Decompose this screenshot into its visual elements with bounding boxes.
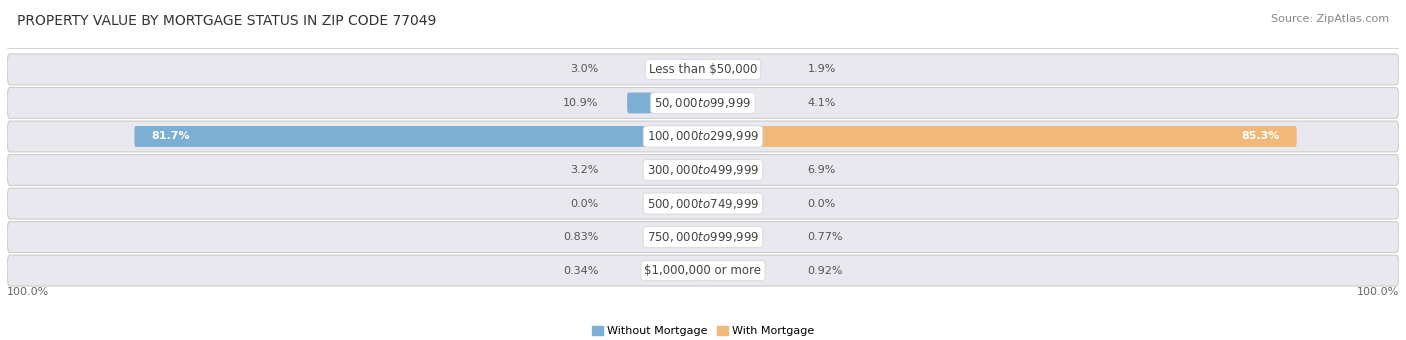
Text: 6.9%: 6.9%: [807, 165, 835, 175]
FancyBboxPatch shape: [7, 188, 1399, 219]
FancyBboxPatch shape: [703, 126, 1296, 147]
FancyBboxPatch shape: [681, 159, 703, 181]
Text: 0.0%: 0.0%: [571, 199, 599, 208]
Text: 0.92%: 0.92%: [807, 266, 842, 276]
Text: 10.9%: 10.9%: [564, 98, 599, 108]
Text: 1.9%: 1.9%: [807, 64, 835, 74]
FancyBboxPatch shape: [703, 227, 709, 248]
FancyBboxPatch shape: [700, 260, 703, 281]
FancyBboxPatch shape: [135, 126, 703, 147]
Text: PROPERTY VALUE BY MORTGAGE STATUS IN ZIP CODE 77049: PROPERTY VALUE BY MORTGAGE STATUS IN ZIP…: [17, 14, 436, 28]
Text: 0.83%: 0.83%: [564, 232, 599, 242]
Text: $500,000 to $749,999: $500,000 to $749,999: [647, 197, 759, 210]
FancyBboxPatch shape: [7, 87, 1399, 118]
Text: Less than $50,000: Less than $50,000: [648, 63, 758, 76]
Text: 81.7%: 81.7%: [152, 132, 190, 141]
FancyBboxPatch shape: [7, 255, 1399, 286]
Text: 0.34%: 0.34%: [564, 266, 599, 276]
Legend: Without Mortgage, With Mortgage: Without Mortgage, With Mortgage: [588, 322, 818, 340]
Text: $750,000 to $999,999: $750,000 to $999,999: [647, 230, 759, 244]
FancyBboxPatch shape: [703, 59, 716, 80]
Text: 100.0%: 100.0%: [7, 287, 49, 297]
Text: 0.77%: 0.77%: [807, 232, 842, 242]
FancyBboxPatch shape: [7, 54, 1399, 85]
Text: 85.3%: 85.3%: [1241, 132, 1279, 141]
FancyBboxPatch shape: [703, 260, 710, 281]
FancyBboxPatch shape: [703, 92, 731, 113]
FancyBboxPatch shape: [627, 92, 703, 113]
Text: 3.2%: 3.2%: [571, 165, 599, 175]
FancyBboxPatch shape: [703, 159, 751, 181]
Text: 0.0%: 0.0%: [807, 199, 835, 208]
FancyBboxPatch shape: [7, 121, 1399, 152]
FancyBboxPatch shape: [7, 222, 1399, 253]
FancyBboxPatch shape: [682, 59, 703, 80]
Text: $300,000 to $499,999: $300,000 to $499,999: [647, 163, 759, 177]
Text: Source: ZipAtlas.com: Source: ZipAtlas.com: [1271, 14, 1389, 23]
FancyBboxPatch shape: [7, 155, 1399, 185]
Text: 100.0%: 100.0%: [1357, 287, 1399, 297]
FancyBboxPatch shape: [697, 227, 703, 248]
Text: $100,000 to $299,999: $100,000 to $299,999: [647, 130, 759, 143]
Text: 4.1%: 4.1%: [807, 98, 835, 108]
Text: 3.0%: 3.0%: [571, 64, 599, 74]
Text: $50,000 to $99,999: $50,000 to $99,999: [654, 96, 752, 110]
Text: $1,000,000 or more: $1,000,000 or more: [644, 264, 762, 277]
